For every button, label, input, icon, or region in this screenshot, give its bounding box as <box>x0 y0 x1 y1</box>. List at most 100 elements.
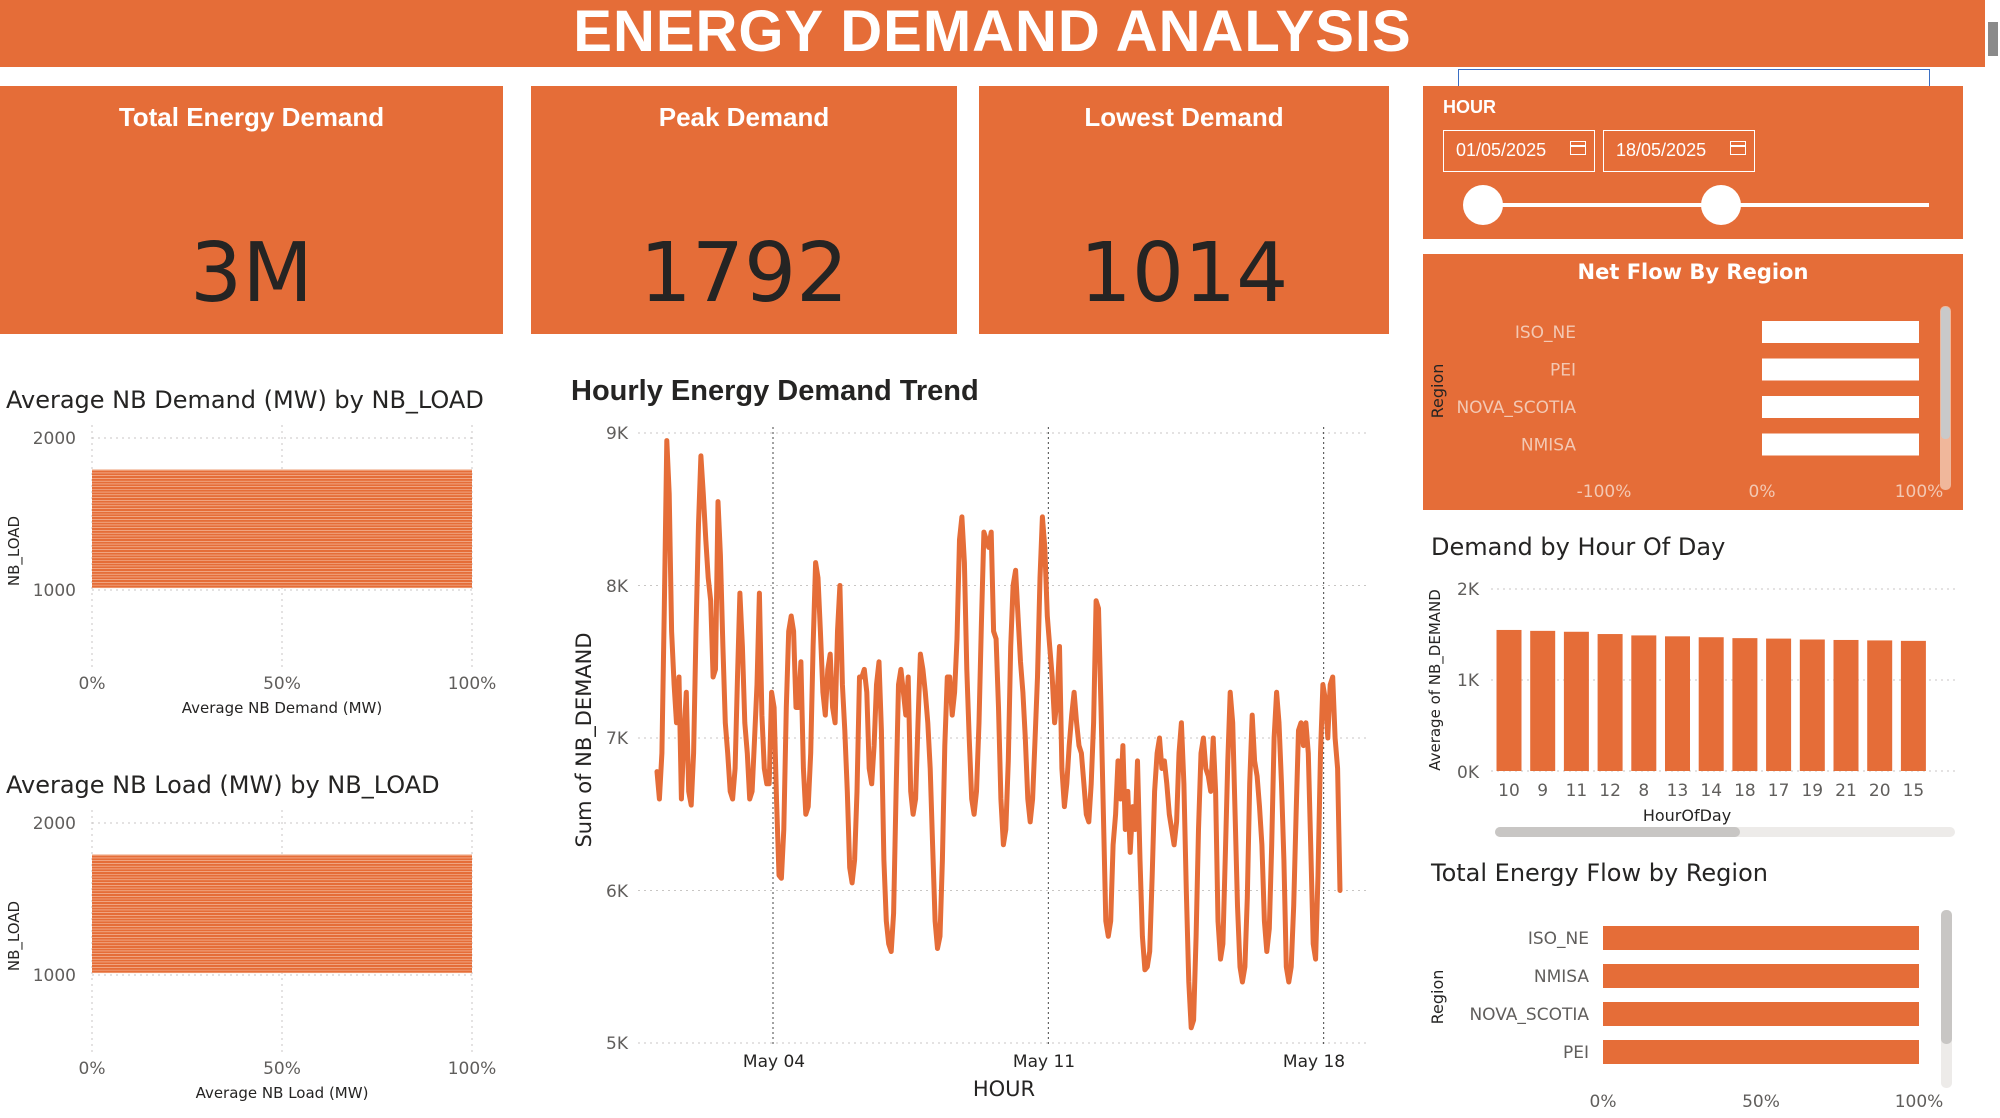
by-hour-category-label: 18 <box>1734 781 1756 801</box>
by-hour-category-label: 15 <box>1903 781 1925 801</box>
trend-xlabel: HOUR <box>973 1077 1035 1101</box>
kpi-card-total-demand: Total Energy Demand 3M <box>0 86 503 334</box>
total-flow-title: Total Energy Flow by Region <box>1431 859 1768 887</box>
kpi-label: Total Energy Demand <box>118 102 385 132</box>
kpi-label: Lowest Demand <box>1084 102 1284 132</box>
net-flow-title: Net Flow By Region <box>1578 260 1809 284</box>
avg-demand-xlabel: Average NB Demand (MW) <box>182 699 383 717</box>
kpi-label: Peak Demand <box>658 102 830 132</box>
kpi-card-lowest-demand: Lowest Demand 1014 <box>979 86 1389 334</box>
slider-track[interactable] <box>1467 203 1929 207</box>
avg-load-ytick: 1000 <box>33 966 76 986</box>
total-flow-bar[interactable] <box>1603 1040 1919 1064</box>
total-flow-xtick: 50% <box>1742 1092 1780 1112</box>
trend-xtick: May 18 <box>1283 1052 1345 1072</box>
end-date-input[interactable]: 18/05/2025 <box>1603 130 1755 172</box>
by-hour-ytick: 0K <box>1457 763 1480 783</box>
end-date-value: 18/05/2025 <box>1616 140 1707 160</box>
by-hour-bar[interactable] <box>1563 631 1589 771</box>
by-hour-bar[interactable] <box>1766 638 1792 771</box>
trend-ytick: 9K <box>606 424 629 444</box>
by-hour-bar[interactable] <box>1732 638 1758 771</box>
avg-demand-bar-band <box>92 469 472 588</box>
by-hour-category-label: 14 <box>1700 781 1722 801</box>
by-hour-category-label: 19 <box>1801 781 1823 801</box>
by-hour-bar[interactable] <box>1597 634 1623 771</box>
avg-load-xlabel: Average NB Load (MW) <box>196 1084 369 1102</box>
net-flow-xtick: -100% <box>1577 482 1632 502</box>
avg-demand-xtick: 100% <box>448 674 497 694</box>
trend-ytick: 7K <box>606 729 629 749</box>
by-hour-bar[interactable] <box>1867 640 1893 771</box>
trend-ytick: 8K <box>606 577 629 597</box>
start-date-input[interactable]: 01/05/2025 <box>1443 130 1595 172</box>
by-hour-title: Demand by Hour Of Day <box>1431 533 1726 561</box>
avg-demand-xtick: 0% <box>79 674 106 694</box>
avg-load-xtick: 50% <box>263 1059 301 1079</box>
by-hour-bar[interactable] <box>1900 640 1926 771</box>
by-hour-category-label: 17 <box>1768 781 1790 801</box>
total-flow-category-label: NOVA_SCOTIA <box>1469 1005 1589 1025</box>
page-scrollbar[interactable] <box>1988 22 1998 56</box>
net-flow-bar[interactable] <box>1762 396 1919 418</box>
by-hour-category-label: 9 <box>1537 781 1548 801</box>
avg-demand-chart: 2000 1000 NB_LOAD 0% 50% 100% Average NB… <box>5 425 497 717</box>
header-bar <box>0 0 1985 67</box>
by-hour-bar[interactable] <box>1698 637 1724 771</box>
total-flow-bar[interactable] <box>1603 964 1919 988</box>
by-hour-ylabel: Average of NB_DEMAND <box>1426 589 1445 771</box>
by-hour-category-label: 12 <box>1599 781 1621 801</box>
net-flow-xtick: 0% <box>1749 482 1776 502</box>
avg-load-xtick: 0% <box>79 1059 106 1079</box>
calendar-icon[interactable] <box>1570 141 1586 155</box>
trend-ylabel: Sum of NB_DEMAND <box>572 632 597 847</box>
start-date-value: 01/05/2025 <box>1456 140 1547 160</box>
trend-ytick: 5K <box>606 1034 629 1054</box>
net-flow-chart: Net Flow By Region Region ISO_NE PEI NOVA_… <box>1428 260 1951 502</box>
net-flow-xtick: 100% <box>1895 482 1944 502</box>
total-flow-bar[interactable] <box>1603 1002 1919 1026</box>
by-hour-bar[interactable] <box>1631 635 1657 771</box>
by-hour-bar[interactable] <box>1496 629 1522 771</box>
avg-demand-ytick: 1000 <box>33 581 76 601</box>
slider-start-handle[interactable] <box>1463 185 1503 225</box>
by-hour-bar[interactable] <box>1833 639 1859 771</box>
calendar-icon[interactable] <box>1730 141 1746 155</box>
by-hour-bar[interactable] <box>1799 639 1825 771</box>
kpi-card-peak-demand: Peak Demand 1792 <box>531 86 957 334</box>
avg-demand-ytick: 2000 <box>33 429 76 449</box>
avg-load-ylabel: NB_LOAD <box>5 901 24 971</box>
net-flow-bar[interactable] <box>1762 433 1919 456</box>
avg-demand-ylabel: NB_LOAD <box>5 516 24 586</box>
net-flow-scroll-thumb[interactable] <box>1941 307 1950 439</box>
slider-end-handle[interactable] <box>1701 185 1742 225</box>
total-flow-category-label: ISO_NE <box>1528 929 1589 949</box>
total-flow-category-label: PEI <box>1563 1043 1589 1063</box>
net-flow-category-label: PEI <box>1550 361 1576 381</box>
trend-xtick: May 04 <box>743 1052 805 1072</box>
by-hour-bar[interactable] <box>1665 636 1690 771</box>
by-hour-scroll-thumb[interactable] <box>1495 827 1740 837</box>
total-flow-bar[interactable] <box>1603 926 1919 950</box>
net-flow-bar[interactable] <box>1762 321 1919 343</box>
total-flow-xtick: 100% <box>1895 1092 1944 1112</box>
by-hour-bar[interactable] <box>1530 630 1556 771</box>
trend-series-line <box>654 438 1343 1031</box>
avg-demand-title: Average NB Demand (MW) by NB_LOAD <box>6 386 484 414</box>
by-hour-category-label: 20 <box>1869 781 1891 801</box>
slicer-focus-frame <box>1458 69 1930 87</box>
by-hour-ytick: 2K <box>1457 580 1480 600</box>
trend-xtick: May 11 <box>1013 1052 1075 1072</box>
by-hour-chart: 10 9 11 12 8 13 14 18 17 19 21 20 15 2K 1K 0K Averag… <box>1426 580 1955 837</box>
net-flow-card <box>1423 254 1963 510</box>
net-flow-category-label: NOVA_SCOTIA <box>1456 398 1576 418</box>
total-flow-scroll-thumb[interactable] <box>1941 910 1952 1044</box>
by-hour-ytick: 1K <box>1457 671 1480 691</box>
net-flow-bar[interactable] <box>1762 358 1919 381</box>
by-hour-xlabel: HourOfDay <box>1643 806 1731 825</box>
avg-load-title: Average NB Load (MW) by NB_LOAD <box>6 771 440 799</box>
avg-load-bar-band <box>92 854 472 973</box>
by-hour-category-label: 21 <box>1835 781 1857 801</box>
net-flow-category-label: ISO_NE <box>1515 323 1576 343</box>
